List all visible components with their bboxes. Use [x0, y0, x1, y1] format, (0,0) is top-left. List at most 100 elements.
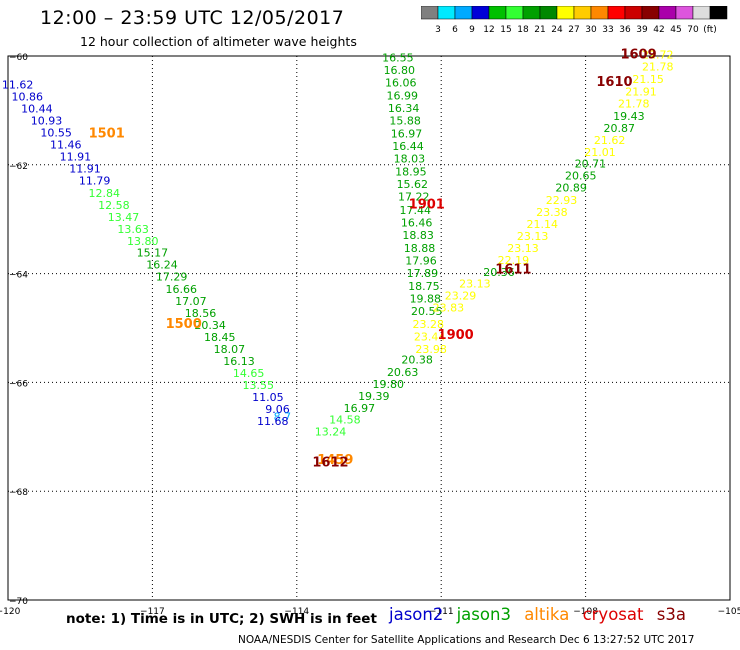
swh-value-label: 16.99 — [386, 90, 418, 103]
swh-value-label: 18.56 — [185, 307, 217, 320]
swh-value-label: 16.13 — [223, 355, 255, 368]
track-time-label: 1900 — [438, 328, 474, 343]
legend-cryosat: cryosat — [582, 605, 644, 624]
swh-value-label: 19.39 — [358, 390, 390, 403]
swh-value-label: 8.7 — [274, 410, 292, 423]
swh-value-label: 16.24 — [146, 259, 178, 272]
swh-value-label: 18.07 — [214, 343, 246, 356]
track-time-label: 1610 — [596, 75, 632, 90]
swh-value-label: 10.86 — [12, 91, 44, 104]
swh-value-label: 16.97 — [391, 128, 423, 141]
swh-value-label: 11.91 — [69, 162, 101, 175]
swh-value-label: 21.15 — [632, 73, 664, 86]
swh-value-label: 10.44 — [21, 103, 53, 116]
colorbar-label: 18 — [517, 25, 529, 35]
chart-subtitle: 12 hour collection of altimeter wave hei… — [80, 34, 357, 49]
swh-value-label: 21.91 — [625, 86, 657, 99]
swh-value-label: 11.68 — [257, 415, 289, 428]
swh-value-label: 13.55 — [243, 379, 275, 392]
swh-value-label: 23.13 — [459, 278, 491, 291]
track-time-label: 1501 — [89, 127, 125, 142]
colorbar-label: 9 — [469, 25, 475, 35]
swh-value-label: 23.38 — [536, 206, 568, 219]
y-tick-label: −66 — [9, 379, 28, 389]
track-time-label: 1611 — [495, 263, 531, 278]
swh-value-label: 11.05 — [252, 391, 284, 404]
swh-value-label: 21.01 — [584, 146, 616, 159]
colorbar-label: (ft) — [703, 25, 717, 35]
swh-value-label: 23.13 — [507, 242, 539, 255]
swh-value-label: 21.78 — [618, 98, 650, 111]
chart-title: 12:00 – 23:59 UTC 12/05/2017 — [40, 7, 345, 29]
swh-value-label: 11.91 — [60, 150, 92, 163]
colorbar-label: 70 — [687, 25, 699, 35]
swh-value-label: 23.28 — [412, 318, 444, 331]
track-time-label: 1459 — [317, 453, 353, 468]
colorbar-label: 12 — [483, 25, 494, 35]
swh-value-label: 10.93 — [31, 115, 63, 128]
swh-value-label: 19.80 — [373, 378, 405, 391]
swh-value-label: 20.71 — [575, 158, 607, 171]
swh-value-label: 17.07 — [175, 295, 207, 308]
track-time-label: 1901 — [409, 197, 445, 212]
legend-jason3: jason3 — [456, 605, 511, 624]
colorbar-label: 27 — [568, 25, 579, 35]
swh-value-label: 15.17 — [137, 247, 169, 260]
swh-value-label: 17.89 — [407, 267, 439, 280]
swh-value-label: 10.55 — [40, 127, 72, 140]
swh-value-label: 20.65 — [565, 169, 597, 182]
color-scale-legend: 3 6 9 12 15 18 21 24 27 30 33 36 39 42 45 70 (ft) — [421, 6, 728, 35]
colorbar-label: 30 — [585, 25, 597, 35]
y-tick-label: −62 — [9, 162, 28, 172]
colorbar-label: 45 — [670, 25, 681, 35]
swh-value-label: 16.66 — [166, 283, 198, 296]
track-time-label: 1609 — [620, 48, 656, 63]
swh-value-label: 22.72 — [642, 49, 674, 62]
colorbar-label: 15 — [500, 25, 511, 35]
swh-value-label: 12.58 — [98, 199, 130, 212]
colorbar-label: 42 — [653, 25, 664, 35]
footer-credit: NOAA/NESDIS Center for Satellite Applica… — [238, 634, 695, 646]
colorbar-label: 3 — [435, 25, 441, 35]
swh-value-label: 17.44 — [399, 204, 431, 217]
colorbar-label: 24 — [551, 25, 563, 35]
swh-value-label: 16.06 — [385, 76, 417, 89]
swh-value-label: 20.38 — [401, 353, 433, 366]
swh-value-label: 13.80 — [127, 235, 159, 248]
swh-value-label: 17.22 — [398, 191, 430, 204]
colorbar-label: 36 — [619, 25, 631, 35]
swh-value-label: 13.24 — [315, 426, 347, 439]
x-tick-label: −120 — [0, 607, 21, 617]
colorbar-label: 6 — [452, 25, 458, 35]
colorbar-label: 33 — [602, 25, 613, 35]
x-tick-label: −114 — [284, 607, 309, 617]
track-time-label: 1612 — [312, 456, 348, 471]
swh-value-label: 18.45 — [204, 331, 236, 344]
note-text: note: 1) Time is in UTC; 2) SWH is in fe… — [66, 611, 377, 627]
swh-value-label: 23.13 — [517, 230, 549, 243]
swh-value-label: 18.03 — [394, 153, 426, 166]
y-tick-label: −64 — [9, 271, 28, 281]
swh-value-label: 21.14 — [527, 218, 559, 231]
plot-frame — [7, 55, 731, 601]
swh-value-label: 22.19 — [498, 254, 530, 267]
legend-s3a: s3a — [656, 605, 686, 624]
swh-value-label: 14.58 — [329, 414, 361, 427]
swh-value-label: 11.79 — [79, 174, 111, 187]
swh-value-label: 18.95 — [395, 166, 427, 179]
swh-value-label: 19.88 — [410, 292, 442, 305]
swh-value-label: 20.63 — [387, 366, 419, 379]
swh-value-label: 17.96 — [405, 254, 437, 267]
x-tick-label: −117 — [140, 607, 165, 617]
swh-value-label: 13.63 — [117, 223, 149, 236]
swh-value-label: 23.29 — [445, 290, 477, 303]
swh-value-label: 20.89 — [555, 181, 587, 194]
swh-value-label: 14.65 — [233, 367, 265, 380]
satellite-legend: jason2 jason3 altika cryosat s3a — [389, 605, 694, 624]
swh-value-label: 20.34 — [194, 319, 226, 332]
swh-value-label: 16.55 — [382, 51, 414, 64]
swh-value-label: 19.43 — [613, 110, 645, 123]
swh-value-label: 16.80 — [384, 64, 416, 77]
swh-value-label: 11.46 — [50, 138, 82, 151]
swh-value-label: 13.47 — [108, 211, 140, 224]
